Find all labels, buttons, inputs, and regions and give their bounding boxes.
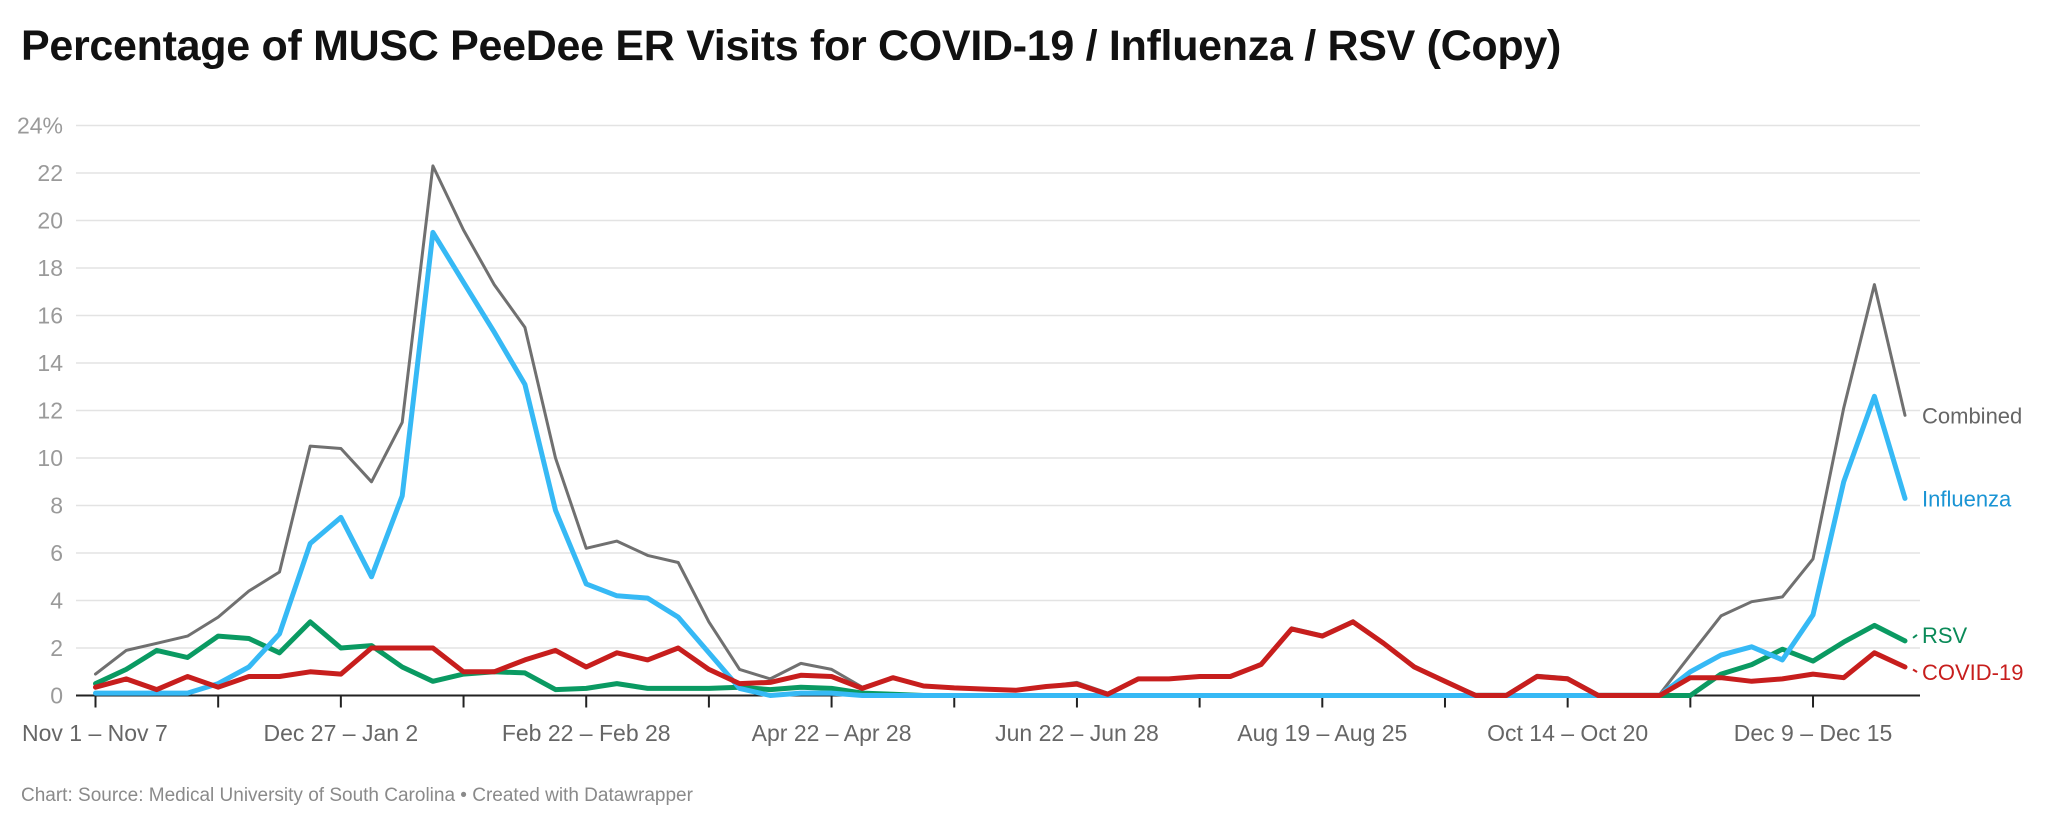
y-tick-label: 8 bbox=[50, 493, 63, 519]
series-label-influenza: Influenza bbox=[1922, 486, 2012, 511]
chart-footer: Chart: Source: Medical University of Sou… bbox=[21, 785, 693, 806]
x-tick-label: Apr 22 – Apr 28 bbox=[752, 720, 912, 746]
y-tick-label: 2 bbox=[50, 635, 63, 661]
series-lines bbox=[93, 164, 1908, 698]
series-label-covid-19: COVID-19 bbox=[1922, 660, 2023, 685]
label-connector bbox=[1912, 634, 1918, 639]
y-tick-label: 0 bbox=[50, 683, 63, 709]
series-line-influenza bbox=[93, 229, 1908, 698]
y-tick-label: 14 bbox=[37, 350, 63, 376]
x-tick-label: Oct 14 – Oct 20 bbox=[1487, 720, 1648, 746]
label-connector bbox=[1912, 668, 1918, 673]
gridlines bbox=[76, 124, 1920, 649]
y-tick-label: 6 bbox=[50, 540, 63, 566]
y-tick-label: 16 bbox=[37, 303, 63, 329]
x-tick-label: Dec 27 – Jan 2 bbox=[264, 720, 419, 746]
chart-title: Percentage of MUSC PeeDee ER Visits for … bbox=[21, 22, 1562, 70]
x-tick-label: Aug 19 – Aug 25 bbox=[1237, 720, 1407, 746]
x-tick-label: Dec 9 – Dec 15 bbox=[1734, 720, 1893, 746]
y-tick-label: 18 bbox=[37, 255, 63, 281]
x-tick-label: Feb 22 – Feb 28 bbox=[502, 720, 671, 746]
x-axis: Nov 1 – Nov 7 Dec 27 – Jan 2 Feb 22 – Feb … bbox=[22, 694, 1920, 746]
x-tick-label: Nov 1 – Nov 7 bbox=[22, 720, 168, 746]
series-line-rsv bbox=[93, 619, 1908, 698]
y-axis-labels: 0 2 4 6 8 10 12 14 16 18 20 22 24% bbox=[17, 113, 63, 709]
series-label-rsv: RSV bbox=[1922, 623, 1968, 648]
y-tick-label: 4 bbox=[50, 588, 63, 614]
series-line-covid-19 bbox=[93, 619, 1908, 698]
y-tick-label: 10 bbox=[37, 445, 63, 471]
series-label-combined: Combined bbox=[1922, 403, 2022, 428]
y-tick-label: 22 bbox=[37, 160, 63, 186]
y-tick-label: 12 bbox=[37, 398, 63, 424]
y-tick-label: 24% bbox=[17, 113, 63, 139]
y-tick-label: 20 bbox=[37, 208, 63, 234]
x-tick-label: Jun 22 – Jun 28 bbox=[995, 720, 1159, 746]
series-line-combined bbox=[94, 164, 1907, 696]
series-labels: Combined Influenza RSV COVID-19 bbox=[1912, 403, 2023, 685]
